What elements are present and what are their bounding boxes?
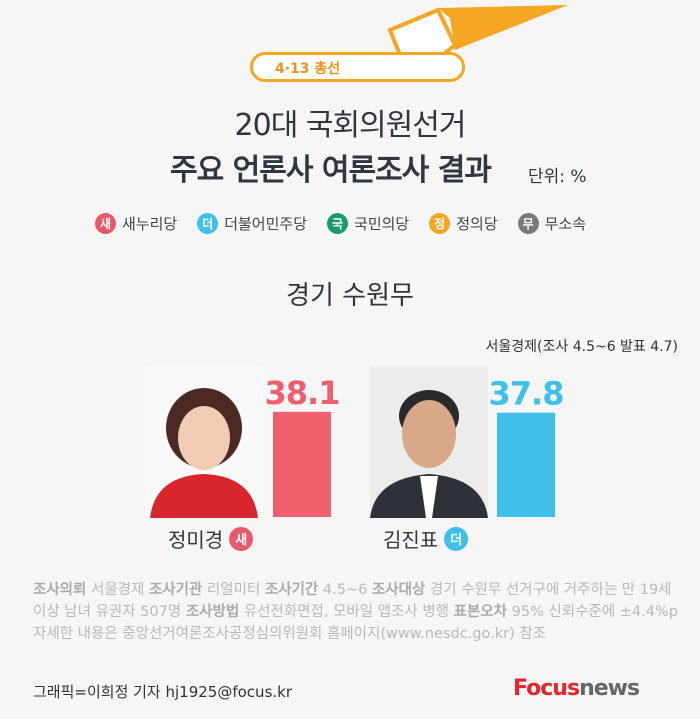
election-badge: 4·13 총선: [250, 52, 465, 82]
legend-item: 새 새누리당: [95, 213, 177, 234]
title-line-1: 20대 국회의원선거: [234, 108, 467, 143]
candidate-name: 김진표: [383, 528, 439, 552]
note-text: 95% 신뢰수준에 ±4.4%p 자세한 내용은 중앙선거여론조사공정심의위원회…: [33, 604, 678, 642]
party-mark-icon: 정: [429, 213, 451, 234]
note-label: 조사방법: [185, 604, 240, 620]
legend-item: 국 국민의당: [327, 213, 409, 234]
legend-item: 정 정의당: [429, 213, 498, 234]
legend-label: 새누리당: [122, 215, 178, 233]
legend-item: 무 무소속: [517, 213, 587, 234]
bar-김진표: [497, 412, 555, 517]
bar-정미경: [273, 411, 331, 517]
note-text: 서울경제: [86, 582, 149, 598]
note-label: 조사기관: [148, 582, 203, 598]
unit-label: 단위: %: [528, 167, 587, 187]
legend-label: 무소속: [544, 215, 587, 233]
logo-focus: Focus: [513, 676, 580, 701]
poll-bar-chart: 38.1 37.8: [265, 374, 564, 517]
candidate-name: 정미경: [168, 528, 224, 552]
candidate-photo-2: [370, 366, 488, 518]
note-label: 조사의뢰: [33, 582, 87, 598]
candidate-photo-1: [145, 366, 263, 518]
graphic-credit: 그래픽=이희정 기자 hj1925@focus.kr: [33, 683, 293, 701]
logo-news: news: [579, 676, 640, 701]
note-text: 유선전화면접, 모바일 앱조사 병행: [239, 604, 454, 620]
legend-label: 국민의당: [354, 215, 410, 233]
note-label: 표본오차: [453, 604, 508, 620]
party-mark-icon: 더: [444, 526, 469, 551]
region-title: 경기 수원무: [286, 281, 414, 311]
candidate-name-2: 김진표 더: [383, 524, 469, 553]
note-label: 조사기간: [264, 582, 319, 598]
note-text: 경기 수원무 선거구에 거주하는 만 19세 이상 남녀 유권자 507명: [33, 582, 672, 620]
value-label: 38.1: [265, 374, 340, 412]
party-legend: 새 새누리당 더 더불어민주당 국 국민의당 정 정의당 무 무소속: [95, 213, 586, 234]
party-mark-icon: 새: [95, 213, 116, 234]
note-text: 리얼미터: [202, 582, 265, 598]
legend-item: 더 더불어민주당: [197, 213, 307, 234]
note-text: 4.5~6: [318, 582, 372, 598]
note-label: 조사대상: [371, 582, 426, 598]
party-mark-icon: 무: [517, 213, 539, 234]
legend-label: 정의당: [456, 215, 498, 233]
title-line-2: 주요 언론사 여론조사 결과: [170, 153, 492, 188]
party-mark-icon: 새: [229, 526, 254, 551]
poll-source: 서울경제(조사 4.5~6 발표 4.7): [485, 339, 678, 355]
party-mark-icon: 더: [197, 213, 219, 234]
focusnews-logo: Focusnews: [513, 676, 640, 701]
party-mark-icon: 국: [327, 213, 349, 234]
survey-notes: 조사의뢰 서울경제 조사기관 리얼미터 조사기간 4.5~6 조사대상 경기 수…: [33, 579, 683, 645]
candidate-name-1: 정미경 새: [168, 524, 254, 553]
legend-label: 더불어민주당: [224, 215, 308, 233]
value-label: 37.8: [489, 375, 564, 413]
badge-text: 4·13 총선: [275, 61, 341, 77]
